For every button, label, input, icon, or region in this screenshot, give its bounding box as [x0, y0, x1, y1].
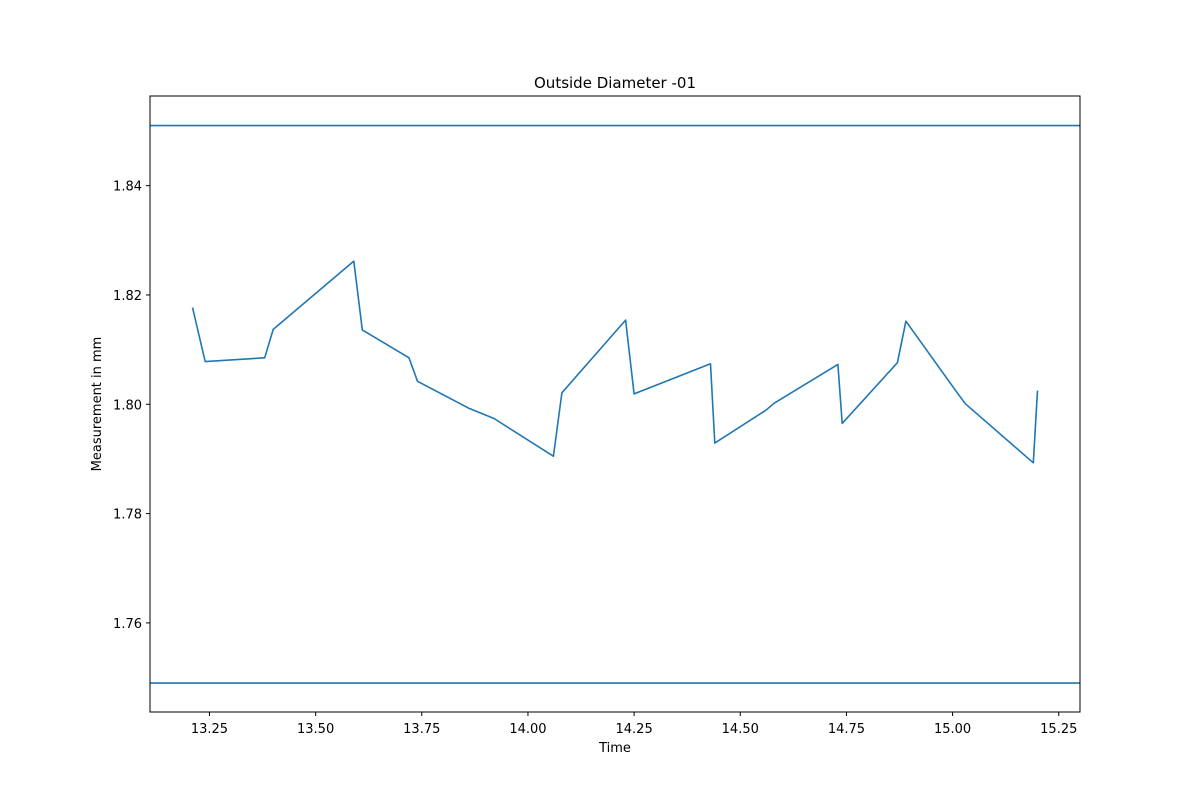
series-line: [191, 260, 1039, 464]
x-tick-label: 13.75: [403, 722, 440, 737]
y-tick-label: 1.78: [113, 508, 142, 523]
x-axis-label: Time: [598, 741, 631, 756]
y-tick-label: 1.84: [113, 180, 142, 195]
chart-title: Outside Diameter -01: [534, 74, 696, 92]
x-tick-label: 14.00: [509, 722, 546, 737]
y-tick-label: 1.80: [113, 398, 142, 413]
plot-frame: [149, 95, 1081, 713]
y-tick-label: 1.82: [113, 289, 142, 304]
x-tick-label: 14.50: [722, 722, 759, 737]
x-tick-label: 14.25: [616, 722, 653, 737]
x-tick-label: 13.25: [191, 722, 228, 737]
x-tick-label: 13.50: [297, 722, 334, 737]
x-tick-label: 15.00: [934, 722, 971, 737]
x-tick-label: 15.25: [1040, 722, 1077, 737]
x-tick-label: 14.75: [828, 722, 865, 737]
y-axis-label: Measurement in mm: [90, 337, 105, 472]
y-tick-label: 1.76: [113, 617, 142, 632]
